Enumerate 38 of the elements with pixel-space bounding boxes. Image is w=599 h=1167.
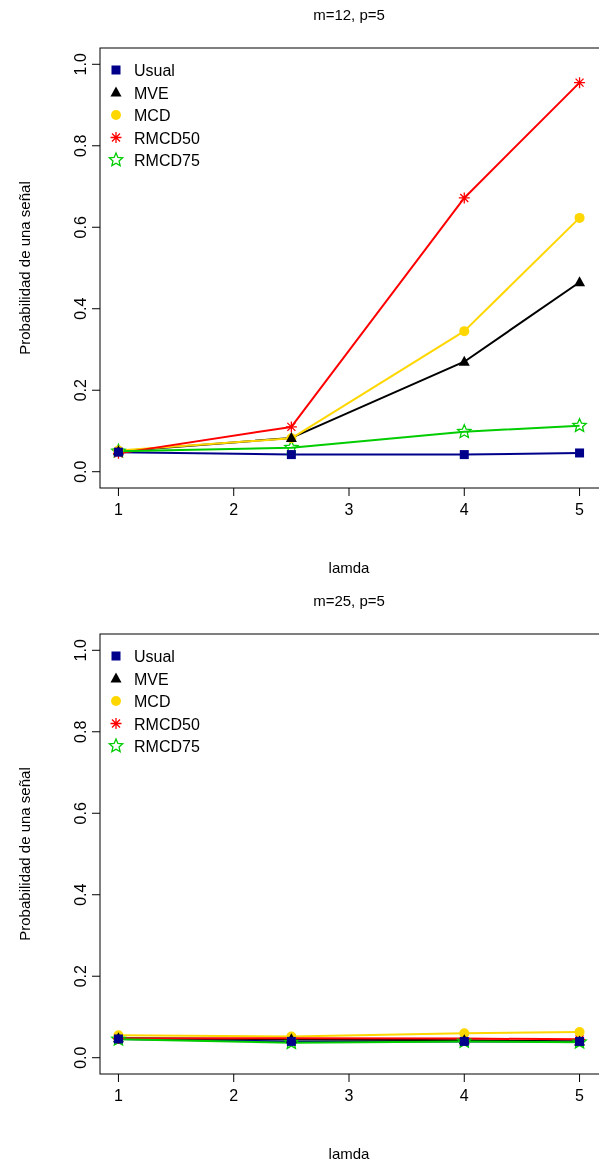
x-tick-label: 5 [575, 501, 585, 518]
chart-title: m=25, p=5 [313, 592, 385, 609]
x-tick-label: 1 [113, 501, 123, 518]
x-tick-label: 2 [229, 1087, 239, 1104]
y-axis-title: Probabilidad de una señal [16, 767, 33, 941]
y-tick-label: 0.0 [72, 460, 89, 483]
legend-label: MCD [134, 107, 171, 124]
y-tick-label: 0.6 [72, 216, 89, 239]
legend-label: RMCD50 [134, 129, 200, 147]
legend-label: Usual [134, 62, 175, 79]
y-tick-label: 0.0 [72, 1046, 89, 1069]
legend-label: MVE [134, 670, 169, 688]
y-tick-label: 0.8 [72, 134, 89, 157]
x-axis-title: lamda [328, 559, 371, 576]
legend-label: Usual [134, 648, 175, 665]
x-tick-label: 3 [344, 501, 354, 518]
legend-label: MCD [134, 693, 171, 710]
y-axis-title: Probabilidad de una señal [16, 181, 33, 355]
legend-label: MVE [134, 84, 169, 102]
x-tick-label: 4 [459, 501, 469, 518]
x-tick-label: 1 [113, 1087, 123, 1104]
x-tick-label: 5 [575, 1087, 585, 1104]
legend-label: RMCD75 [134, 738, 200, 755]
y-tick-label: 0.6 [72, 802, 89, 825]
x-tick-label: 4 [459, 1087, 469, 1104]
x-tick-label: 2 [229, 501, 239, 518]
x-tick-label: 3 [344, 1087, 354, 1104]
x-axis-title: lamda [328, 1145, 371, 1162]
y-tick-label: 0.2 [72, 965, 89, 988]
y-tick-label: 0.8 [72, 720, 89, 743]
y-tick-label: 0.4 [72, 883, 89, 906]
legend-label: RMCD50 [134, 715, 200, 733]
y-tick-label: 1.0 [72, 639, 89, 662]
y-tick-label: 0.2 [72, 379, 89, 402]
y-tick-label: 1.0 [72, 53, 89, 76]
chart-title: m=12, p=5 [313, 6, 385, 23]
legend-label: RMCD75 [134, 152, 200, 169]
y-tick-label: 0.4 [72, 297, 89, 320]
